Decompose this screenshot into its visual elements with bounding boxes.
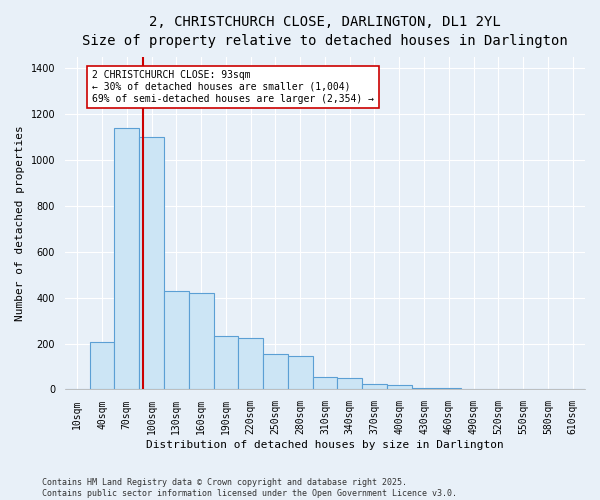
Bar	[337, 378, 362, 390]
Bar	[362, 384, 387, 390]
Y-axis label: Number of detached properties: Number of detached properties	[15, 125, 25, 321]
X-axis label: Distribution of detached houses by size in Darlington: Distribution of detached houses by size …	[146, 440, 504, 450]
Bar	[189, 293, 214, 390]
Bar	[313, 377, 337, 390]
Bar	[89, 342, 115, 390]
Bar	[436, 388, 461, 390]
Bar	[238, 338, 263, 390]
Text: Contains HM Land Registry data © Crown copyright and database right 2025.
Contai: Contains HM Land Registry data © Crown c…	[42, 478, 457, 498]
Bar	[263, 354, 288, 390]
Bar	[288, 356, 313, 390]
Bar	[387, 385, 412, 390]
Bar	[115, 128, 139, 390]
Bar	[139, 137, 164, 390]
Bar	[214, 336, 238, 390]
Text: 2 CHRISTCHURCH CLOSE: 93sqm
← 30% of detached houses are smaller (1,004)
69% of : 2 CHRISTCHURCH CLOSE: 93sqm ← 30% of det…	[92, 70, 374, 104]
Title: 2, CHRISTCHURCH CLOSE, DARLINGTON, DL1 2YL
Size of property relative to detached: 2, CHRISTCHURCH CLOSE, DARLINGTON, DL1 2…	[82, 15, 568, 48]
Bar	[412, 388, 436, 390]
Bar	[164, 291, 189, 390]
